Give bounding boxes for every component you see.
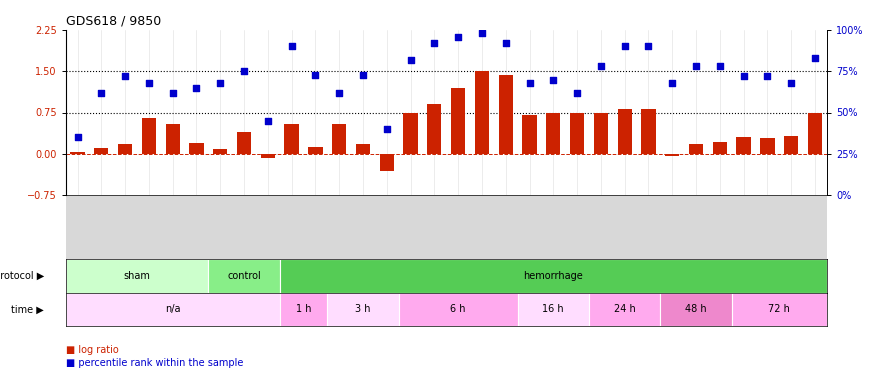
Point bbox=[190, 85, 204, 91]
Point bbox=[165, 90, 179, 96]
Point bbox=[522, 80, 536, 86]
Text: 3 h: 3 h bbox=[355, 304, 371, 314]
Bar bbox=[403, 112, 417, 154]
Bar bbox=[66, 259, 208, 292]
Bar bbox=[713, 142, 727, 154]
Bar bbox=[689, 144, 704, 154]
Bar bbox=[451, 88, 466, 154]
Point bbox=[71, 134, 85, 140]
Point bbox=[784, 80, 798, 86]
Text: protocol ▶: protocol ▶ bbox=[0, 271, 44, 280]
Text: n/a: n/a bbox=[164, 304, 180, 314]
Point bbox=[594, 63, 608, 69]
Bar bbox=[214, 149, 228, 154]
Point bbox=[356, 72, 370, 78]
Bar bbox=[327, 292, 399, 326]
Bar bbox=[208, 259, 280, 292]
Point bbox=[284, 44, 298, 50]
Text: GDS618 / 9850: GDS618 / 9850 bbox=[66, 15, 161, 27]
Bar bbox=[546, 112, 561, 154]
Bar bbox=[499, 75, 513, 154]
Point bbox=[475, 30, 489, 36]
Bar bbox=[332, 123, 346, 154]
Bar bbox=[518, 292, 589, 326]
Point bbox=[689, 63, 703, 69]
Point bbox=[403, 57, 417, 63]
Bar bbox=[237, 132, 251, 154]
Point bbox=[618, 44, 632, 50]
Point bbox=[760, 73, 774, 79]
Text: 6 h: 6 h bbox=[451, 304, 466, 314]
Point bbox=[570, 90, 584, 96]
Point bbox=[808, 55, 822, 61]
Text: 1 h: 1 h bbox=[296, 304, 311, 314]
Text: control: control bbox=[228, 271, 261, 280]
Bar bbox=[618, 109, 632, 154]
Bar bbox=[70, 152, 85, 154]
Text: ■ percentile rank within the sample: ■ percentile rank within the sample bbox=[66, 358, 243, 368]
Bar bbox=[142, 118, 156, 154]
Point bbox=[546, 76, 560, 82]
Bar bbox=[280, 259, 827, 292]
Point bbox=[261, 118, 275, 124]
Point bbox=[499, 40, 513, 46]
Bar bbox=[594, 112, 608, 154]
Bar bbox=[475, 71, 489, 154]
Text: ■ log ratio: ■ log ratio bbox=[66, 345, 118, 355]
Bar bbox=[732, 292, 827, 326]
Point bbox=[452, 34, 466, 40]
Point bbox=[94, 90, 108, 96]
Bar bbox=[261, 154, 275, 158]
Text: time ▶: time ▶ bbox=[11, 304, 44, 314]
Bar bbox=[399, 292, 518, 326]
Bar bbox=[641, 109, 655, 154]
Bar bbox=[808, 112, 822, 154]
Point bbox=[737, 73, 751, 79]
Bar bbox=[760, 138, 774, 154]
Bar bbox=[522, 115, 536, 154]
Point bbox=[308, 72, 322, 78]
Bar bbox=[189, 143, 204, 154]
Bar bbox=[94, 148, 108, 154]
Text: 48 h: 48 h bbox=[685, 304, 707, 314]
Text: 72 h: 72 h bbox=[768, 304, 790, 314]
Bar bbox=[308, 147, 323, 154]
Bar bbox=[284, 123, 298, 154]
Text: sham: sham bbox=[123, 271, 150, 280]
Point bbox=[380, 126, 394, 132]
Bar bbox=[356, 144, 370, 154]
Bar bbox=[570, 112, 584, 154]
Point bbox=[142, 80, 156, 86]
Bar bbox=[784, 136, 798, 154]
Bar bbox=[737, 137, 751, 154]
Point bbox=[237, 68, 251, 74]
Bar bbox=[589, 292, 661, 326]
Bar bbox=[280, 292, 327, 326]
Point bbox=[332, 90, 346, 96]
Point bbox=[713, 63, 727, 69]
Point bbox=[427, 40, 441, 46]
Point bbox=[214, 80, 228, 86]
Bar bbox=[427, 104, 442, 154]
Bar bbox=[380, 154, 394, 171]
Bar bbox=[661, 292, 732, 326]
Text: 24 h: 24 h bbox=[613, 304, 635, 314]
Text: hemorrhage: hemorrhage bbox=[523, 271, 583, 280]
Bar bbox=[165, 123, 180, 154]
Point bbox=[118, 73, 132, 79]
Bar bbox=[118, 144, 132, 154]
Point bbox=[641, 44, 655, 50]
Bar bbox=[66, 292, 280, 326]
Point bbox=[665, 80, 679, 86]
Bar bbox=[665, 154, 679, 156]
Text: 16 h: 16 h bbox=[542, 304, 564, 314]
